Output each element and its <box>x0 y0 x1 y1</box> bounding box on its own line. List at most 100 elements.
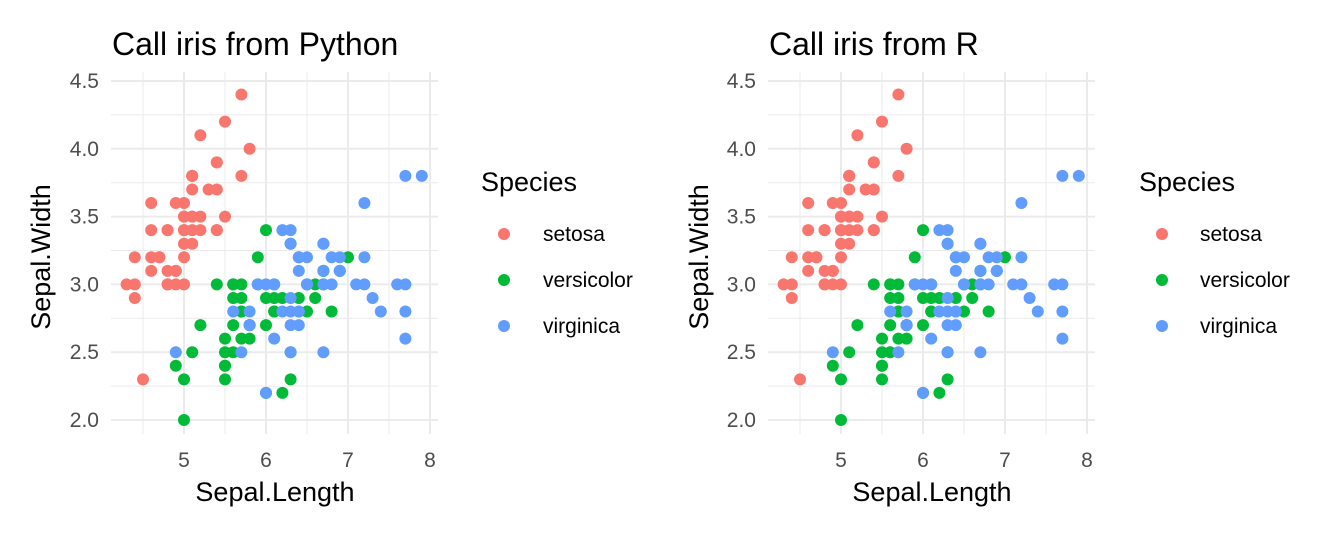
data-point-versicolor <box>900 332 913 345</box>
data-point-virginica <box>284 319 297 332</box>
data-point-virginica <box>243 305 256 318</box>
x-tick-label: 5 <box>178 449 190 472</box>
data-point-setosa <box>810 251 823 264</box>
data-point-virginica <box>941 291 954 304</box>
data-point-virginica <box>415 169 428 182</box>
legend-label-virginica: virginica <box>1200 315 1277 338</box>
data-point-setosa <box>818 224 831 237</box>
data-point-setosa <box>785 291 798 304</box>
data-point-versicolor <box>884 346 897 359</box>
data-point-setosa <box>843 183 856 196</box>
data-point-versicolor <box>235 305 248 318</box>
data-point-versicolor <box>892 291 905 304</box>
y-axis-ticks: 2.0 2.5 3.0 3.5 4.0 4.5 <box>70 70 99 432</box>
y-tick-label: 3.0 <box>70 273 99 296</box>
data-point-versicolor <box>276 291 289 304</box>
data-point-versicolor <box>268 305 281 318</box>
y-tick-label: 2.5 <box>727 341 756 364</box>
data-point-virginica <box>1056 305 1069 318</box>
data-point-setosa <box>826 197 839 210</box>
data-point-virginica <box>284 305 297 318</box>
data-point-virginica <box>1031 305 1044 318</box>
data-point-virginica <box>260 386 272 399</box>
data-point-virginica <box>1056 332 1069 345</box>
legend: Species setosa versicolor virginica <box>481 167 633 338</box>
y-tick-label: 2.5 <box>70 341 99 364</box>
data-point-setosa <box>178 237 190 250</box>
data-point-virginica <box>317 278 330 291</box>
data-point-virginica <box>1056 278 1069 291</box>
data-point-setosa <box>818 264 831 277</box>
data-point-versicolor <box>301 305 313 318</box>
x-tick-label: 6 <box>917 449 929 472</box>
data-point-virginica <box>292 319 305 332</box>
data-point-versicolor <box>966 278 979 291</box>
data-point-virginica <box>1048 278 1061 291</box>
data-point-setosa <box>235 88 248 101</box>
y-tick-label: 4.5 <box>70 70 99 93</box>
data-point-setosa <box>145 251 158 264</box>
data-point-setosa <box>843 224 856 237</box>
data-point-virginica <box>301 278 313 291</box>
data-point-virginica <box>941 346 954 359</box>
y-axis-ticks: 2.0 2.5 3.0 3.5 4.0 4.5 <box>727 70 756 432</box>
data-point-setosa <box>178 278 190 291</box>
data-point-versicolor <box>876 373 888 386</box>
data-point-versicolor <box>292 291 305 304</box>
data-point-versicolor <box>235 332 248 345</box>
data-point-setosa <box>219 210 231 223</box>
data-point-setosa <box>818 278 831 291</box>
data-point-versicolor <box>949 291 962 304</box>
data-point-virginica <box>268 278 281 291</box>
data-point-versicolor <box>917 224 929 237</box>
data-point-setosa <box>210 224 223 237</box>
data-point-versicolor <box>982 305 995 318</box>
data-point-versicolor <box>851 319 864 332</box>
data-point-setosa <box>178 251 190 264</box>
data-point-versicolor <box>892 278 905 291</box>
data-point-versicolor <box>219 359 231 372</box>
data-point-setosa <box>128 291 141 304</box>
data-point-versicolor <box>958 305 970 318</box>
legend-key-versicolor <box>1156 274 1168 286</box>
data-point-versicolor <box>826 359 839 372</box>
data-point-versicolor <box>227 319 240 332</box>
data-point-virginica <box>251 278 264 291</box>
data-point-versicolor <box>835 373 847 386</box>
data-point-setosa <box>835 197 847 210</box>
data-point-virginica <box>292 305 305 318</box>
data-point-setosa <box>785 251 798 264</box>
data-point-virginica <box>990 251 1003 264</box>
data-point-virginica <box>933 224 946 237</box>
y-tick-label: 2.0 <box>727 409 756 432</box>
data-point-setosa <box>128 251 141 264</box>
y-tick-label: 2.0 <box>70 409 99 432</box>
x-tick-label: 7 <box>999 449 1011 472</box>
legend-label-setosa: setosa <box>1200 223 1262 246</box>
x-axis-ticks: 5 6 7 8 <box>178 449 436 472</box>
data-points <box>120 88 428 426</box>
data-point-setosa <box>145 197 158 210</box>
data-point-versicolor <box>933 386 946 399</box>
data-point-versicolor <box>876 346 888 359</box>
y-tick-label: 4.0 <box>727 138 756 161</box>
x-axis-ticks: 5 6 7 8 <box>835 449 1093 472</box>
y-tick-label: 3.5 <box>70 206 99 229</box>
data-point-virginica <box>292 264 305 277</box>
data-point-virginica <box>949 319 962 332</box>
data-point-setosa <box>843 169 856 182</box>
data-point-virginica <box>1023 291 1036 304</box>
data-point-virginica <box>941 237 954 250</box>
data-point-virginica <box>325 251 338 264</box>
y-tick-label: 4.0 <box>70 138 99 161</box>
data-point-versicolor <box>194 319 207 332</box>
x-tick-label: 5 <box>835 449 847 472</box>
chart-title: Call iris from R <box>769 26 979 62</box>
legend-key-virginica <box>498 320 510 332</box>
data-point-versicolor <box>227 278 240 291</box>
data-point-setosa <box>900 142 913 155</box>
data-point-virginica <box>284 237 297 250</box>
data-point-virginica <box>908 278 921 291</box>
data-point-setosa <box>802 197 815 210</box>
